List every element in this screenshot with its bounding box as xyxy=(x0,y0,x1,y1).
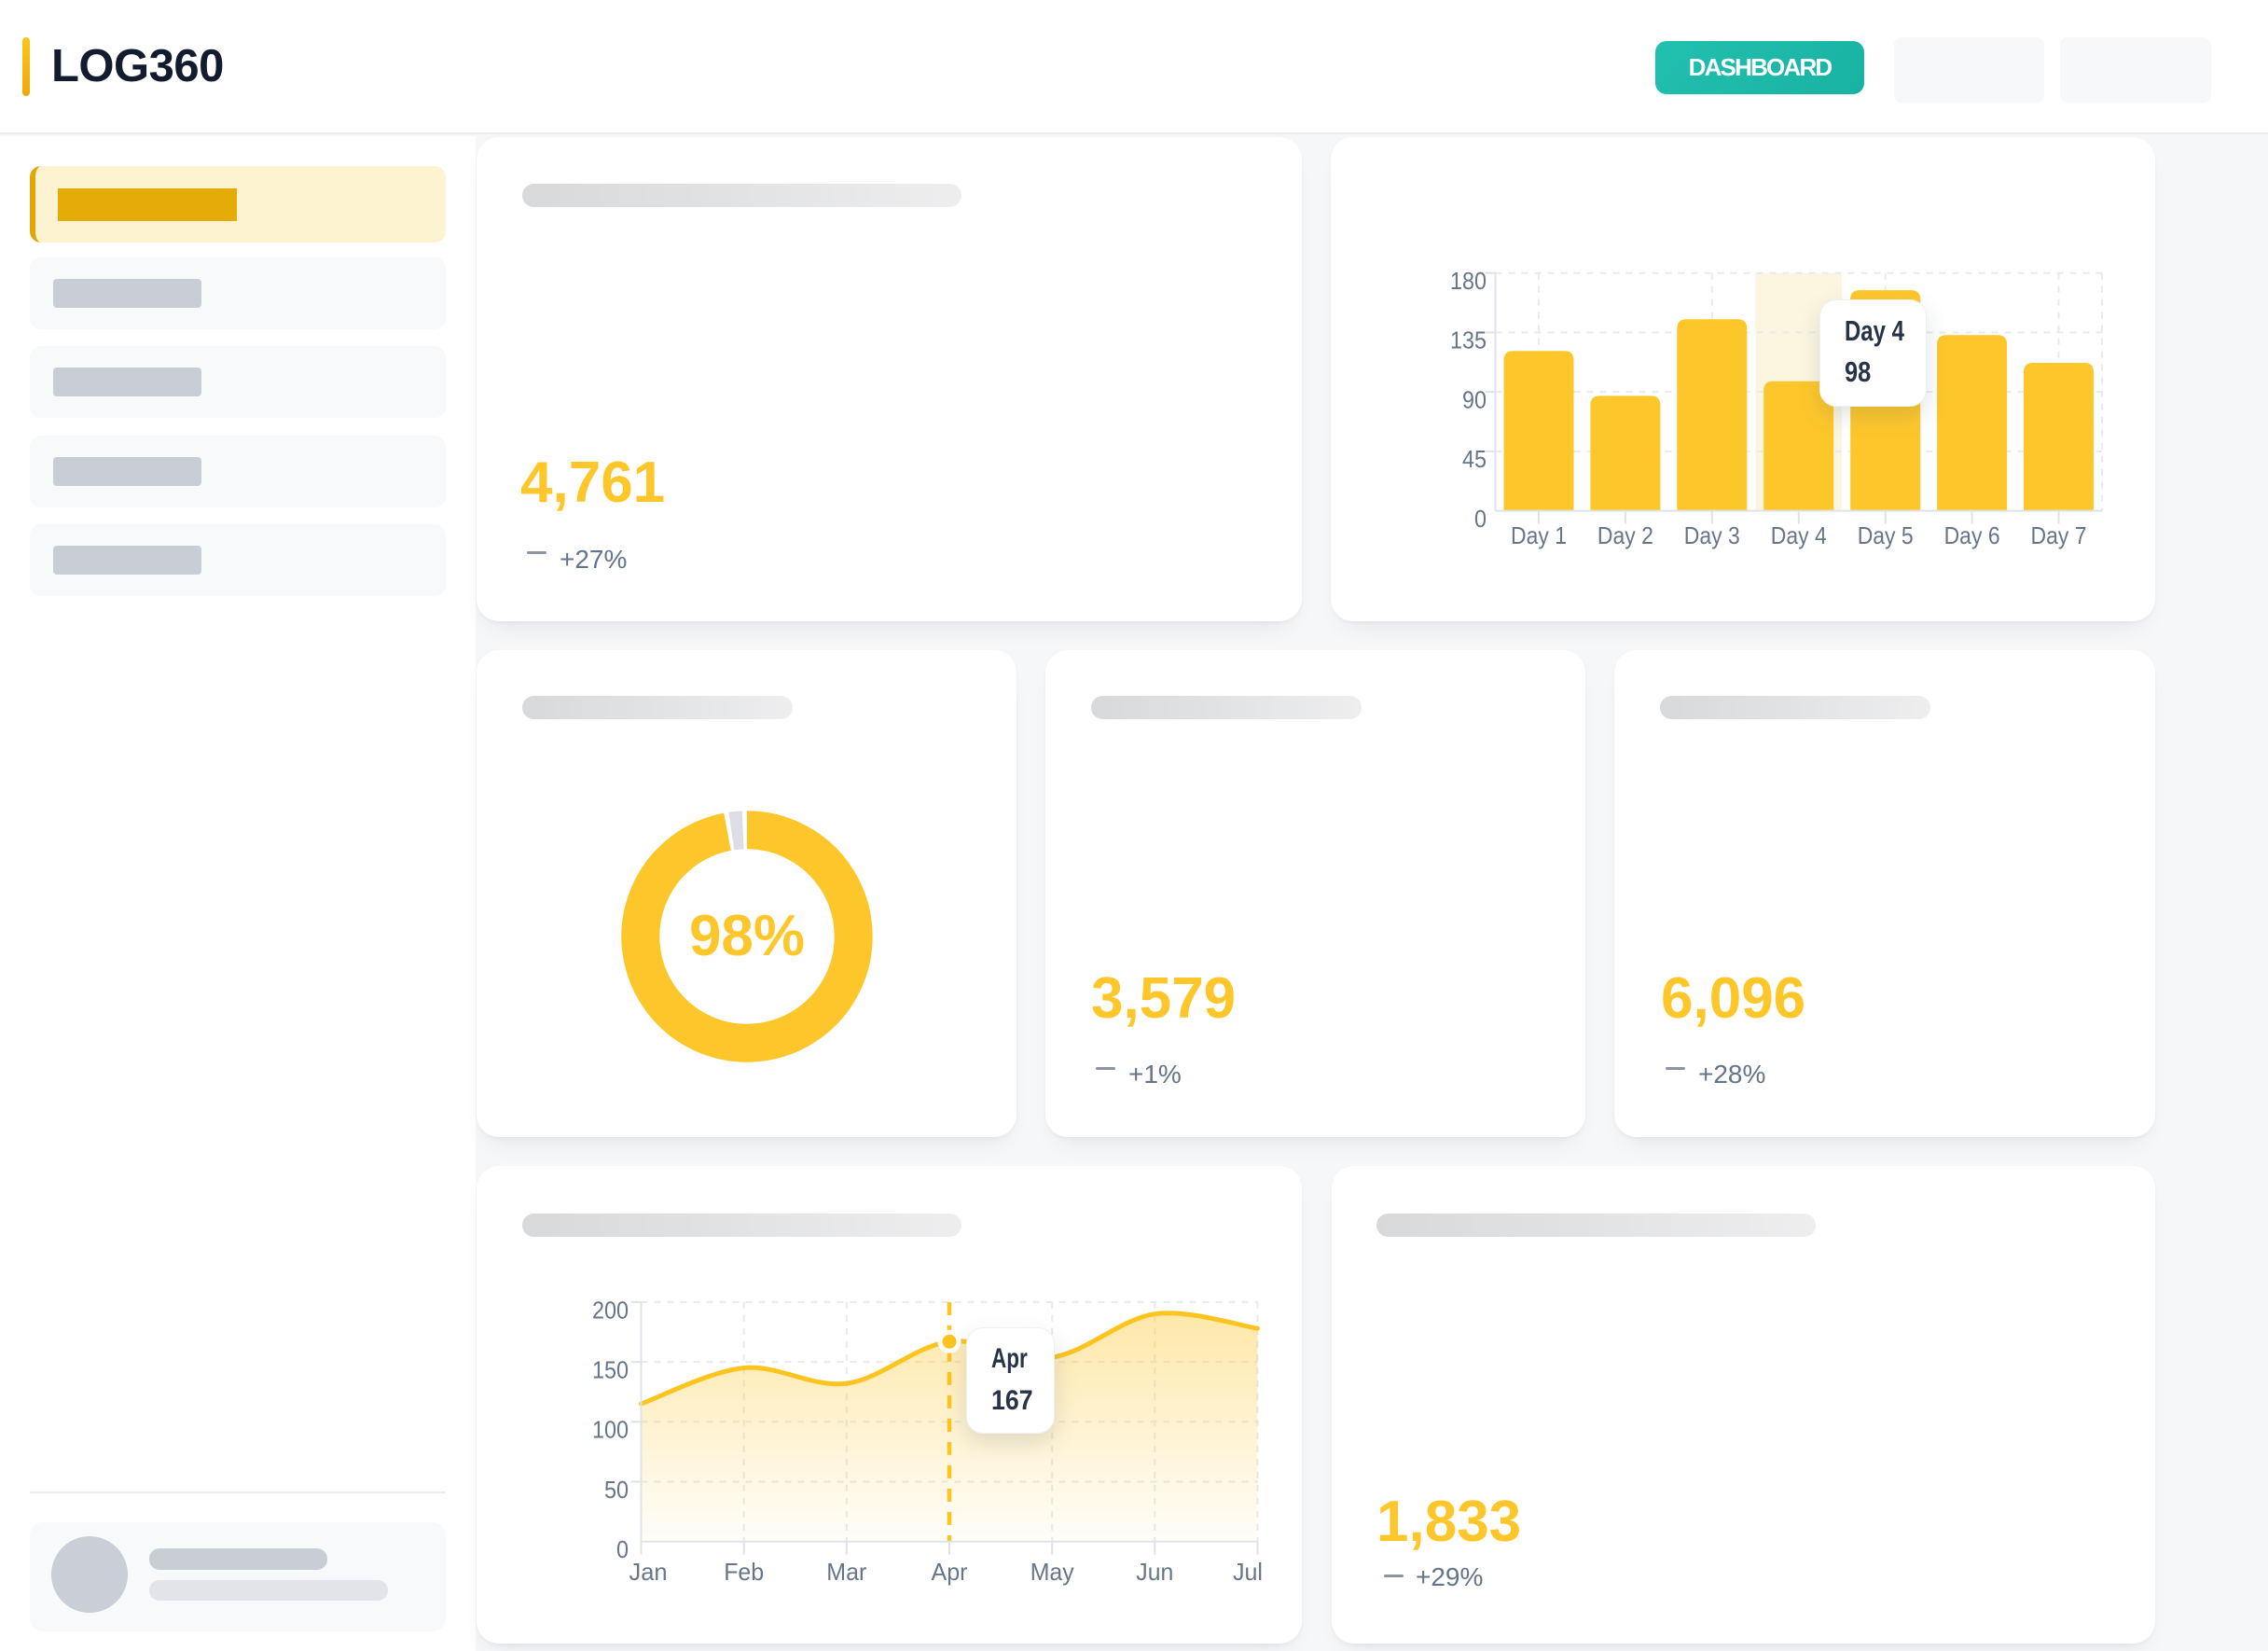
svg-text:90: 90 xyxy=(1462,385,1487,413)
svg-text:Day 6: Day 6 xyxy=(1944,521,2000,549)
svg-text:Jun: Jun xyxy=(1136,1558,1173,1586)
svg-text:Jan: Jan xyxy=(629,1558,668,1586)
svg-text:180: 180 xyxy=(1450,267,1487,295)
svg-text:Day 5: Day 5 xyxy=(1858,521,1914,549)
svg-text:Day 7: Day 7 xyxy=(2031,521,2087,549)
svg-text:45: 45 xyxy=(1462,445,1487,473)
svg-text:100: 100 xyxy=(592,1416,629,1444)
svg-text:Day 3: Day 3 xyxy=(1684,521,1740,549)
svg-text:Mar: Mar xyxy=(826,1558,866,1586)
svg-text:200: 200 xyxy=(592,1296,629,1324)
svg-text:50: 50 xyxy=(604,1476,629,1504)
svg-text:Apr: Apr xyxy=(932,1558,968,1586)
svg-text:0: 0 xyxy=(1474,505,1487,533)
svg-text:May: May xyxy=(1030,1558,1074,1586)
svg-text:0: 0 xyxy=(616,1535,629,1563)
svg-text:Day 4: Day 4 xyxy=(1771,521,1827,549)
svg-text:98%: 98% xyxy=(689,904,805,968)
svg-text:Day 2: Day 2 xyxy=(1597,521,1653,549)
svg-text:Feb: Feb xyxy=(724,1558,764,1586)
svg-text:135: 135 xyxy=(1450,326,1487,354)
svg-text:Day 1: Day 1 xyxy=(1511,521,1567,549)
svg-text:Jul: Jul xyxy=(1233,1558,1263,1586)
svg-text:150: 150 xyxy=(592,1356,629,1384)
